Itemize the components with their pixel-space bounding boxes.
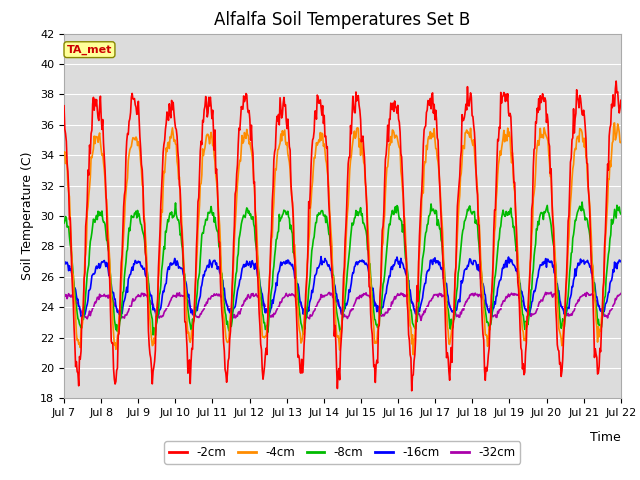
- Title: Alfalfa Soil Temperatures Set B: Alfalfa Soil Temperatures Set B: [214, 11, 470, 29]
- Y-axis label: Soil Temperature (C): Soil Temperature (C): [22, 152, 35, 280]
- Legend: -2cm, -4cm, -8cm, -16cm, -32cm: -2cm, -4cm, -8cm, -16cm, -32cm: [164, 441, 520, 464]
- Text: Time: Time: [590, 431, 621, 444]
- Text: TA_met: TA_met: [67, 45, 112, 55]
